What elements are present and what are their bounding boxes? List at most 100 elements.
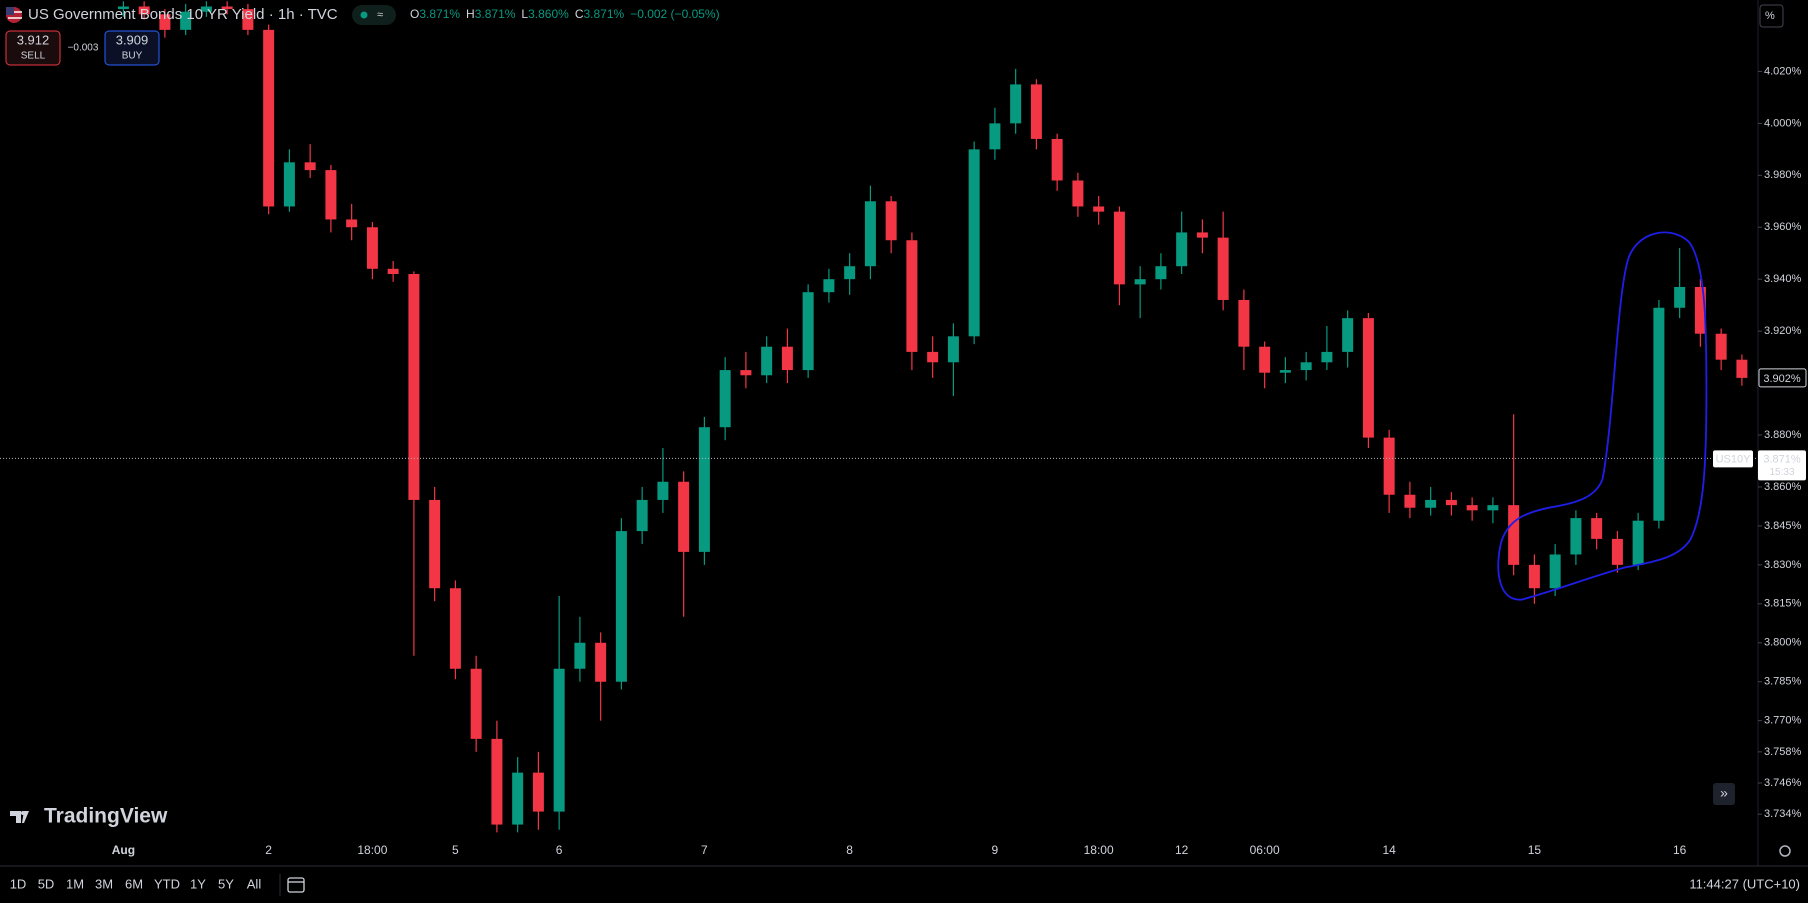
sell-label[interactable]: SELL [21, 51, 46, 62]
settings-gear[interactable] [1779, 845, 1791, 857]
candle-body [512, 772, 524, 825]
candle-body [200, 6, 212, 12]
scale-mode-button[interactable] [1759, 4, 1784, 28]
range-button[interactable]: 5D [38, 876, 55, 891]
sell-button[interactable] [5, 30, 61, 66]
scale-mode[interactable]: % [1765, 10, 1775, 22]
range-button[interactable]: YTD [154, 876, 180, 891]
candle-body [1134, 279, 1146, 285]
x-tick-label: 5 [452, 843, 459, 857]
y-tick-label: 3.815% [1764, 598, 1802, 610]
ohlc-change: −0.002 (−0.05%) [630, 7, 719, 21]
candle-body [595, 642, 607, 682]
ohlc-legend: O3.871% H3.871% L3.860% C3.871% −0.002 (−0.0… [410, 7, 720, 21]
candle-body [1072, 180, 1084, 207]
y-tick-label: 3.770% [1764, 715, 1802, 727]
candle-body [242, 9, 254, 30]
range-button[interactable]: 3M [95, 876, 113, 891]
sell-price[interactable]: 3.912 [17, 32, 50, 47]
candle-body [346, 219, 358, 228]
status-icon: ≈ [377, 9, 383, 21]
x-tick-label: 14 [1382, 843, 1396, 857]
candle-body [968, 149, 980, 337]
candle-body [906, 240, 918, 352]
range-button[interactable]: All [247, 876, 262, 891]
candle-body [740, 370, 752, 376]
x-tick-label: 9 [992, 843, 999, 857]
candle-body [1528, 564, 1540, 589]
x-tick-label: 16 [1673, 843, 1687, 857]
candle-body [1176, 232, 1188, 267]
candle-body [1321, 351, 1333, 363]
candle-body [138, 6, 150, 15]
candle-body [1653, 307, 1665, 521]
candle-body [844, 266, 856, 280]
range-button[interactable]: 5Y [218, 876, 234, 891]
candle-body [947, 336, 959, 363]
y-tick-label: 3.880% [1764, 429, 1802, 441]
x-tick-label: Aug [112, 843, 135, 857]
flag-icon [6, 7, 22, 23]
candle-body [1238, 299, 1250, 347]
y-tick-label: 3.940% [1764, 273, 1802, 285]
candle-body [283, 162, 295, 207]
range-button[interactable]: 6M [125, 876, 143, 891]
y-tick-label: 3.758% [1764, 746, 1802, 758]
range-button[interactable]: 1D [10, 876, 27, 891]
y-tick-label: 3.920% [1764, 325, 1802, 337]
candle-body [1674, 286, 1686, 308]
candle-body [1300, 362, 1312, 371]
buy-label[interactable]: BUY [122, 51, 143, 62]
symbol-label-box [1713, 450, 1753, 468]
ohlc-key: O [410, 7, 419, 21]
candle-body [221, 6, 233, 10]
tradingview-logo [10, 811, 29, 823]
y-tick-label: 3.800% [1764, 637, 1802, 649]
x-tick-label: 2 [265, 843, 272, 857]
candle-body [1093, 206, 1105, 212]
y-tick-label: 3.785% [1764, 676, 1802, 688]
candle-body [1155, 266, 1167, 280]
candle-body [802, 292, 814, 371]
candle-body [304, 162, 316, 171]
candle-body [927, 351, 939, 363]
candle-body [553, 668, 565, 812]
logo-text: TradingView [44, 805, 168, 828]
y-tick-label: 3.860% [1764, 481, 1802, 493]
y-tick-label: 3.980% [1764, 169, 1802, 181]
y-tick-label: 3.845% [1764, 520, 1802, 532]
status-pill [352, 5, 396, 25]
candle-body [636, 499, 648, 532]
candle-body [1217, 237, 1229, 300]
x-tick-label: 12 [1175, 843, 1189, 857]
candle-body [1487, 505, 1499, 511]
x-tick-label: 18:00 [1084, 843, 1114, 857]
buy-button[interactable] [104, 30, 160, 66]
plot-area [0, 1, 1758, 833]
date-range-icon[interactable] [287, 877, 305, 893]
range-button[interactable]: 1M [66, 876, 84, 891]
buy-price[interactable]: 3.909 [116, 32, 149, 47]
x-tick-label: 18:00 [357, 843, 387, 857]
range-buttons: 1D 5D 1M 3M 6M YTD 1Y 5Y All 11:44:27 (UTC+10) [10, 876, 1800, 891]
countdown: 15:33 [1769, 467, 1794, 478]
range-button[interactable]: 1Y [190, 876, 206, 891]
candle-body [1736, 359, 1748, 378]
scroll-to-realtime[interactable] [1713, 783, 1735, 805]
candle-body [408, 273, 420, 500]
y-tick-label: 3.960% [1764, 221, 1802, 233]
candle-body [325, 170, 337, 220]
candle-body [1259, 346, 1271, 373]
candle-body [678, 481, 690, 552]
candle-body [1611, 538, 1623, 565]
x-tick-label: 15 [1528, 843, 1542, 857]
candle-body [263, 29, 275, 207]
price-label-box [1758, 450, 1806, 481]
candle-body [429, 499, 441, 589]
candle-body [781, 346, 793, 371]
scroll-icon[interactable]: » [1720, 785, 1728, 801]
candle-body [657, 481, 669, 500]
